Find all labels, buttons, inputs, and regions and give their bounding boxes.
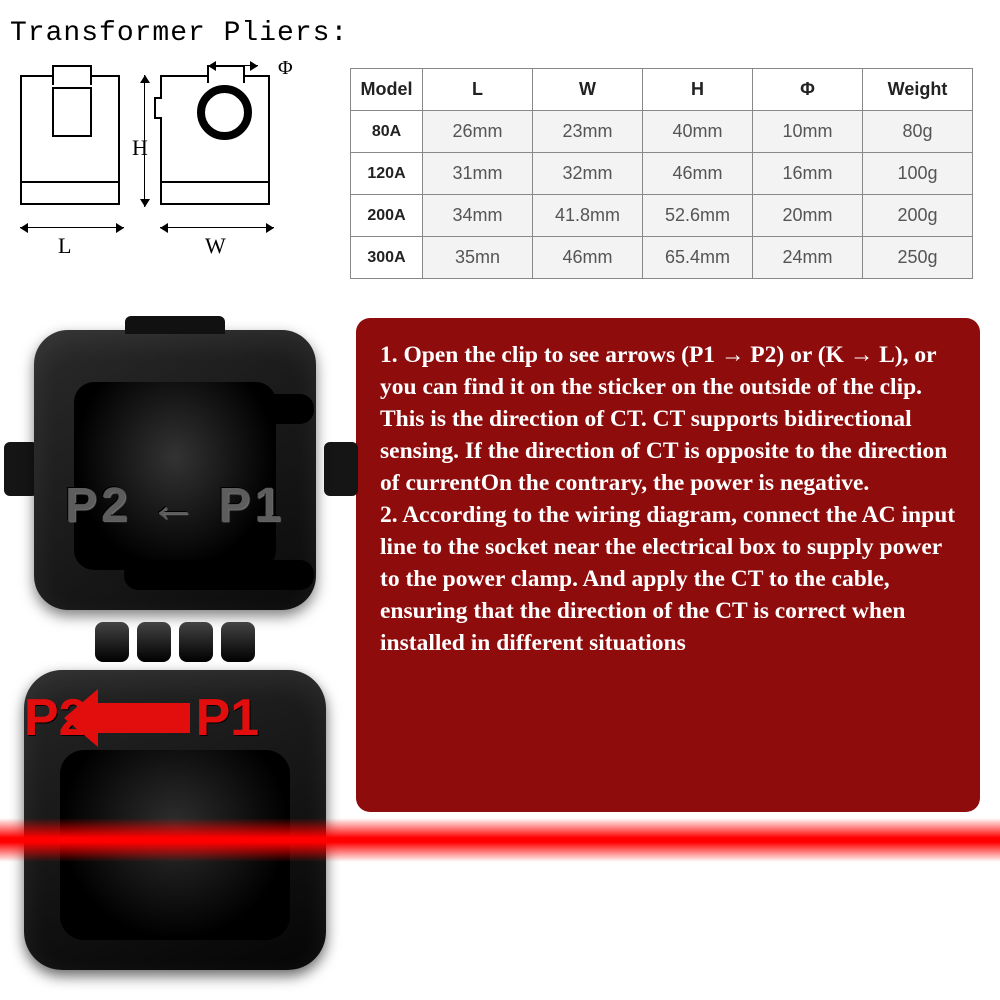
dimension-diagram: L W H Φ (10, 55, 330, 285)
table-cell: 31mm (423, 153, 533, 195)
direction-overlay: P2 P1 (24, 688, 340, 748)
table-cell: 100g (863, 153, 973, 195)
table-cell: 35mn (423, 237, 533, 279)
table-cell: 46mm (643, 153, 753, 195)
table-cell: 16mm (753, 153, 863, 195)
table-cell: 32mm (533, 153, 643, 195)
instruction-text: 1. Open the clip to see arrows (P1 → P2)… (380, 342, 955, 656)
dim-Phi-label: Φ (278, 57, 293, 80)
red-gradient-bar (0, 818, 1000, 862)
table-cell: 24mm (753, 237, 863, 279)
table-cell: 46mm (533, 237, 643, 279)
th-Weight: Weight (863, 69, 973, 111)
table-cell: 200A (351, 195, 423, 237)
clip-top-half: P2 ← P1 (34, 330, 316, 610)
table-cell: 41.8mm (533, 195, 643, 237)
th-H: H (643, 69, 753, 111)
table-cell: 52.6mm (643, 195, 753, 237)
table-cell: 26mm (423, 111, 533, 153)
table-cell: 120A (351, 153, 423, 195)
table-row: 300A35mn46mm65.4mm24mm250g (351, 237, 973, 279)
overlay-p1: P1 (196, 688, 260, 748)
dim-L-label: L (58, 233, 71, 259)
spec-table: Model L W H Φ Weight 80A26mm23mm40mm10mm… (350, 68, 973, 279)
table-cell: 23mm (533, 111, 643, 153)
th-W: W (533, 69, 643, 111)
table-row: 80A26mm23mm40mm10mm80g (351, 111, 973, 153)
table-cell: 10mm (753, 111, 863, 153)
th-L: L (423, 69, 533, 111)
page-title: Transformer Pliers: (10, 18, 348, 49)
dim-W-label: W (205, 233, 226, 259)
table-cell: 200g (863, 195, 973, 237)
table-cell: 34mm (423, 195, 533, 237)
th-model: Model (351, 69, 423, 111)
hinge (90, 618, 260, 666)
instruction-panel: 1. Open the clip to see arrows (P1 → P2)… (356, 318, 980, 812)
th-Phi: Φ (753, 69, 863, 111)
table-cell: 250g (863, 237, 973, 279)
table-cell: 80g (863, 111, 973, 153)
table-cell: 300A (351, 237, 423, 279)
table-cell: 20mm (753, 195, 863, 237)
emboss-label: P2 ← P1 (34, 478, 316, 533)
left-arrow-icon (94, 703, 190, 733)
dim-H-label: H (132, 135, 148, 161)
side-view (160, 75, 270, 205)
table-cell: 65.4mm (643, 237, 753, 279)
product-photo: P2 ← P1 P2 P1 (0, 320, 350, 990)
table-row: 120A31mm32mm46mm16mm100g (351, 153, 973, 195)
table-header-row: Model L W H Φ Weight (351, 69, 973, 111)
table-cell: 40mm (643, 111, 753, 153)
table-row: 200A34mm41.8mm52.6mm20mm200g (351, 195, 973, 237)
table-cell: 80A (351, 111, 423, 153)
front-view (20, 75, 120, 205)
